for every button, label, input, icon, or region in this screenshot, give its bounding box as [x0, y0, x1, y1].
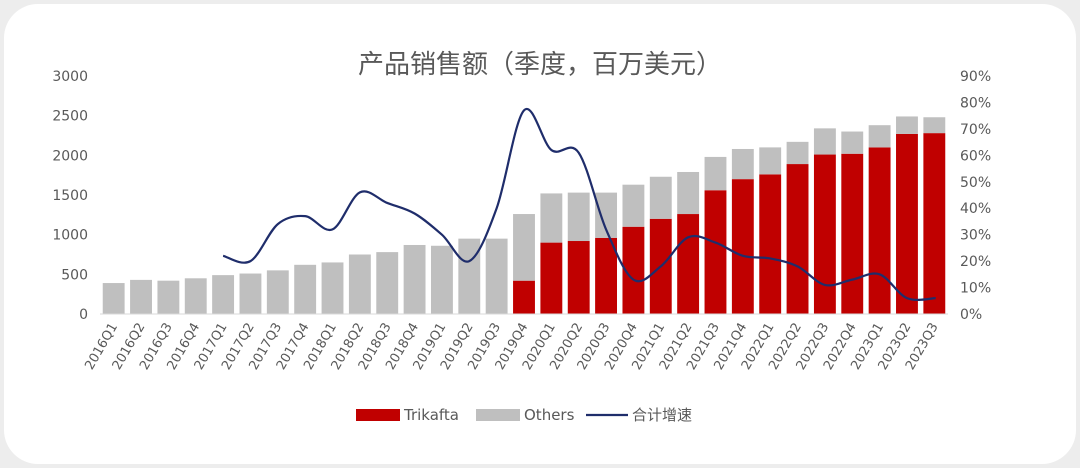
bar-others [841, 131, 864, 154]
bar-others [813, 128, 836, 155]
bar-others [184, 278, 207, 314]
bar-trikafta [622, 226, 645, 314]
left-tick-label: 1000 [52, 228, 88, 244]
bar-trikafta [841, 153, 864, 314]
bar-others [786, 141, 809, 165]
left-axis: 0 500 1000 1500 2000 2500 3000 [52, 69, 88, 323]
bar-others [731, 148, 754, 180]
bar-trikafta [595, 237, 618, 314]
bar-others [923, 117, 946, 134]
bar-trikafta [731, 179, 754, 314]
growth-line-series [222, 107, 936, 301]
bar-others [294, 264, 317, 314]
bar-trikafta [813, 154, 836, 314]
bar-others [567, 192, 590, 242]
legend-label: 合计增速 [632, 406, 692, 424]
chart-title: 产品销售额（季度，百万美元） [358, 50, 722, 80]
bar-others [896, 116, 918, 134]
bar-others [321, 262, 344, 314]
bar-trikafta [677, 214, 700, 314]
bar-trikafta [759, 174, 782, 314]
bar-others [403, 244, 426, 314]
bar-trikafta [868, 147, 891, 314]
bar-trikafta [896, 133, 918, 314]
bar-trikafta [704, 190, 727, 314]
right-tick-label: 20% [960, 254, 991, 270]
bar-trikafta [786, 164, 809, 314]
right-tick-label: 40% [960, 201, 991, 217]
bar-others [376, 252, 399, 314]
right-tick-label: 0% [960, 307, 982, 323]
bar-others [430, 245, 453, 314]
bar-trikafta [567, 241, 590, 314]
bar-others [348, 254, 371, 314]
bar-others [102, 283, 125, 314]
right-tick-label: 30% [960, 228, 991, 244]
chart-canvas: 产品销售额（季度，百万美元） 050010001500200025003000 … [52, 50, 991, 424]
legend-label: Others [524, 406, 575, 424]
bar-others [157, 280, 180, 314]
bar-others [485, 238, 508, 314]
bar-others [540, 193, 563, 243]
left-tick-label: 0 [79, 307, 88, 323]
bar-trikafta [540, 242, 563, 314]
legend-label: Trikafta [403, 406, 459, 424]
bar-others [595, 192, 618, 238]
left-tick-label: 500 [61, 267, 88, 283]
growth-line [222, 107, 936, 301]
right-tick-label: 90% [960, 69, 991, 85]
bar-others [622, 184, 645, 227]
left-tick-label: 3000 [52, 69, 88, 85]
bar-trikafta [923, 133, 946, 314]
bar-others [677, 171, 700, 215]
right-tick-label: 80% [960, 95, 991, 111]
bar-others [649, 176, 672, 219]
bar-others [513, 214, 535, 281]
bar-others [759, 147, 782, 175]
right-tick-label: 50% [960, 175, 991, 191]
chart-card: 产品销售额（季度，百万美元） 0 500 1000 1500 2000 2500 3000 … [4, 4, 1076, 464]
legend: Trikafta Others 合计增速 [356, 406, 692, 424]
bar-others [704, 156, 727, 191]
right-tick-label: 10% [960, 281, 991, 297]
x-axis: 2016Q12016Q22016Q32016Q42017Q12017Q22017… [82, 320, 941, 372]
bar-others [868, 125, 891, 148]
bar-others [239, 273, 262, 314]
bar-others [458, 238, 481, 314]
right-tick-label: 60% [960, 148, 991, 164]
right-axis: 0% 10% 20% 30% 40% 50% 60% 70% 80% 90% [960, 69, 991, 323]
legend-swatch [356, 409, 400, 421]
bar-others [266, 270, 289, 314]
left-tick-label: 2000 [52, 148, 88, 164]
left-tick-label: 1500 [52, 188, 88, 204]
bar-trikafta [513, 280, 535, 314]
legend-swatch [476, 409, 520, 421]
left-tick-label: 2500 [52, 109, 88, 125]
bar-others [130, 279, 152, 314]
right-tick-label: 70% [960, 122, 991, 138]
bar-series [102, 116, 946, 314]
bar-others [212, 275, 235, 314]
